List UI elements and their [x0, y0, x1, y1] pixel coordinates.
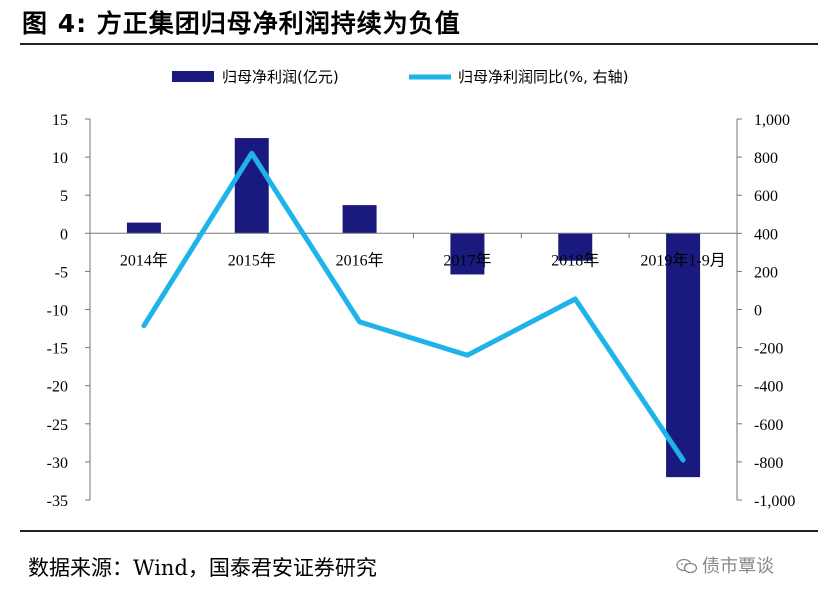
line-point: [574, 298, 576, 300]
category-label: 2016年: [336, 251, 384, 269]
wechat-icon: [676, 558, 698, 574]
left-tick-label: 15: [52, 112, 68, 129]
right-tick-label: -200: [754, 341, 783, 358]
legend-label-bar: 归母净利润(亿元): [222, 68, 339, 86]
chart: 归母净利润(亿元) 归母净利润同比(%, 右轴) 15 10 5 0 -5 -10 -15 -2…: [47, 68, 796, 510]
right-tick-label: -800: [754, 455, 783, 472]
line-point: [251, 152, 253, 154]
top-divider: [20, 43, 818, 45]
line-series: [141, 150, 686, 463]
left-tick-label: 5: [60, 188, 68, 205]
left-tick-label: -10: [47, 303, 68, 320]
left-tick-label: -25: [47, 417, 68, 434]
bar-series: [126, 138, 701, 478]
legend-label-line: 归母净利润同比(%, 右轴): [458, 68, 629, 86]
right-tick-label: -1,000: [754, 493, 795, 510]
left-tick-label: -5: [55, 264, 68, 281]
bar: [558, 233, 593, 261]
category-label: 2017年: [443, 251, 491, 269]
category-label: 2015年: [228, 251, 276, 269]
right-tick-label: 1,000: [754, 112, 790, 129]
series-line: [141, 150, 686, 463]
right-tick-label: 200: [754, 264, 778, 281]
line-point: [682, 459, 684, 461]
right-tick-label: -400: [754, 379, 783, 396]
bar: [666, 233, 701, 478]
brand-name: 债市覃谈: [702, 556, 774, 577]
bar: [342, 205, 377, 234]
bar: [450, 233, 485, 275]
figure-title: 图 4: 方正集团归母净利润持续为负值: [22, 9, 461, 38]
line-point: [143, 325, 145, 327]
left-tick-label: -15: [47, 341, 68, 358]
left-tick-label: -20: [47, 379, 68, 396]
data-source: 数据来源：Wind，国泰君安证券研究: [28, 556, 377, 580]
right-tick-label: 400: [754, 226, 778, 243]
brand-watermark: 债市覃谈: [676, 552, 774, 578]
left-tick-label: -35: [47, 493, 68, 510]
line-point: [466, 354, 468, 356]
axes: 15 10 5 0 -5 -10 -15 -20 -25 -30 -35 1,000 800 600 400…: [47, 112, 796, 510]
left-tick-label: -30: [47, 455, 68, 472]
category-label: 2018年: [551, 251, 599, 269]
line-point: [359, 321, 361, 323]
bar: [126, 222, 161, 234]
legend: 归母净利润(亿元) 归母净利润同比(%, 右轴): [172, 68, 629, 86]
left-tick-label: 10: [52, 150, 68, 167]
right-tick-label: 800: [754, 150, 778, 167]
right-tick-label: 0: [754, 303, 762, 320]
bottom-divider: [20, 530, 818, 532]
right-tick-label: 600: [754, 188, 778, 205]
right-tick-label: -600: [754, 417, 783, 434]
category-label: 2019年1-9月: [640, 251, 725, 269]
category-label: 2014年: [120, 251, 168, 269]
legend-swatch-bar: [172, 71, 214, 82]
left-tick-label: 0: [60, 226, 68, 243]
category-labels: 2014年 2015年 2016年 2017年 2018年 2019年1-9月: [120, 251, 726, 269]
